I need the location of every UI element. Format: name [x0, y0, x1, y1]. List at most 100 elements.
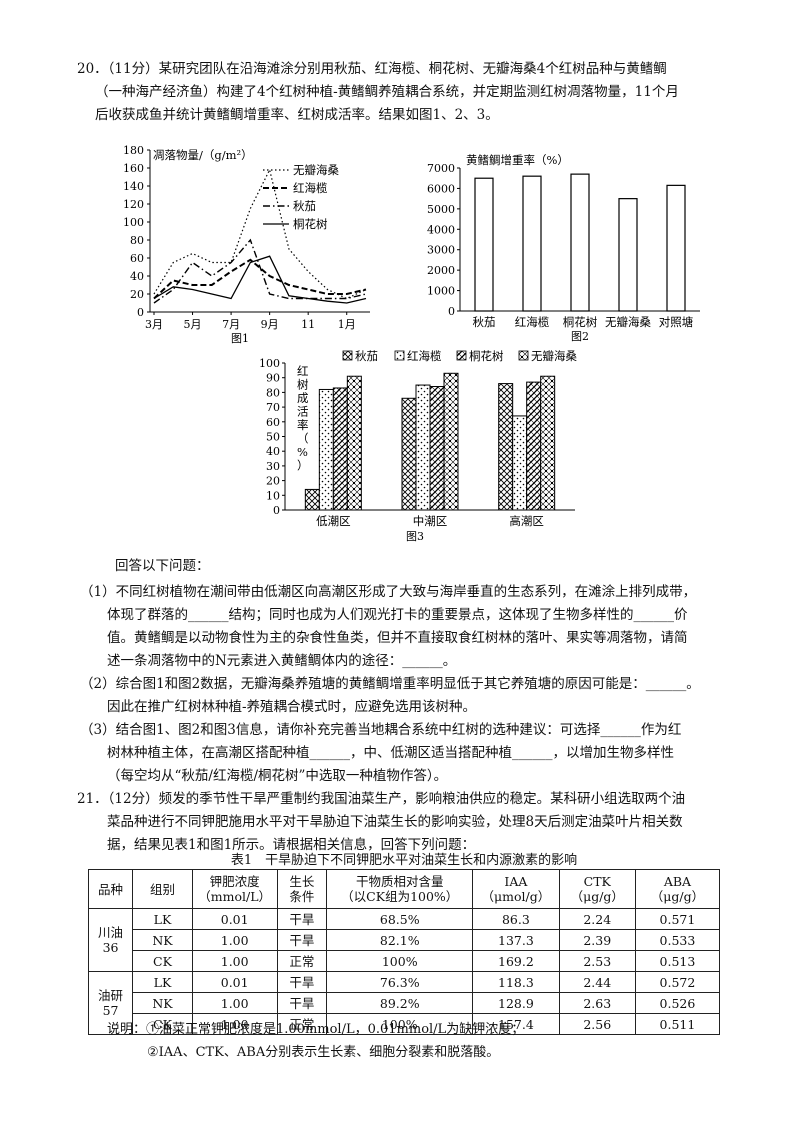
x-tick-label: 无瓣海桑: [605, 315, 651, 329]
figure-1-line-chart: 0 20 40 60 80 100 120 140 160 180 3月 5月 7月 9月 11 1月 凋落物量…: [123, 144, 370, 345]
y-tick-label: 60: [130, 252, 144, 265]
q20-sub-line: （每空均从“秋茄/红海榄/桐花树”中选取一种植物作答）。: [107, 768, 448, 784]
y-tick-label: 3000: [427, 244, 455, 257]
x-tick-label: 11: [301, 318, 315, 331]
legend-label: 秋茄: [293, 199, 316, 213]
bar-1: [304, 488, 320, 511]
table-1: 表1 干旱胁迫下不同钾肥水平对油菜生长和内源激素的影响 品种 组别 钾肥浓度 （mmo…: [87, 853, 721, 1035]
q21-line-3: 据，结果见表1和图1所示。请根据相关信息，回答下列问题：: [107, 837, 476, 853]
table-cell: LK: [132, 908, 193, 930]
y-tick-label: 1000: [427, 285, 455, 298]
bar-1: [498, 383, 514, 511]
x-tick-label: 高潮区: [509, 514, 543, 528]
table-cell: 0.533: [634, 929, 721, 951]
y-tick-label: 40: [266, 445, 280, 458]
bar-1: [401, 397, 417, 511]
y-tick-label: 2000: [427, 264, 455, 277]
table-header-cell: 干物质相对含量 （以CK组为100%）: [326, 869, 474, 909]
q20-line-2: （一种海产经济鱼）构建了4个红树种植-黄鳍鲷养殖耦合系统，并定期监测红树凋落物量…: [95, 84, 679, 100]
figure-caption: 图3: [406, 530, 424, 543]
bar-3: [526, 381, 542, 511]
table-row: CK 1.00 正常 100% 169.2 2.53 0.513: [89, 950, 721, 972]
table-cell: 118.3: [472, 971, 560, 993]
table-cell: 137.3: [472, 929, 560, 951]
table-cell: CK: [132, 1013, 193, 1035]
x-tick-label: 低潮区: [316, 514, 351, 528]
table-cell: 0.01: [191, 971, 278, 993]
table-caption: 表1 干旱胁迫下不同钾肥水平对油菜生长和内源激素的影响: [230, 853, 578, 868]
table-cell: 89.2%: [326, 992, 474, 1014]
x-tick-label: 7月: [222, 318, 240, 331]
legend-label: 无瓣海桑: [293, 163, 339, 177]
legend-swatch: [342, 350, 353, 361]
y-tick-label: 120: [123, 198, 144, 211]
y-tick-label: 50: [266, 431, 280, 444]
y-tick-label: 30: [266, 460, 280, 473]
table-cell: 1.00: [191, 929, 278, 951]
table-note-1: 说明：①油菜正常钾肥浓度是1.00mmol/L，0.01mmol/L为缺钾浓度；: [107, 1022, 525, 1037]
y-axis-label: 凋落物量/（g/m²）: [153, 148, 253, 162]
table-header-cell: 生长 条件: [276, 869, 328, 909]
table-cell: 干旱: [276, 971, 328, 993]
table-cell: 0.571: [634, 908, 721, 930]
table-header-cell: ABA （μg/g）: [634, 869, 721, 909]
y-tick-label: 7000: [427, 162, 455, 175]
legend-swatch: [394, 350, 405, 361]
legend-label: 桐花树: [293, 217, 328, 231]
table-cell: 100%: [326, 950, 474, 972]
x-tick-label: 红海榄: [515, 315, 550, 329]
y-tick-label: 0: [273, 504, 280, 517]
table-cell: 1.00: [191, 950, 278, 972]
q20-sub-line: 体现了群落的______结构；同时也成为人们观光打卡的重要景点，这体现了生物多样…: [107, 607, 688, 623]
q20-sub-line: 述一条凋落物中的N元素进入黄鳍鲷体内的途径：______。: [107, 653, 457, 669]
bar: [570, 173, 590, 312]
table-row: NK 1.00 干旱 82.1% 137.3 2.39 0.533: [89, 929, 721, 951]
legend-label: 红海榄: [407, 349, 442, 363]
series-line-1: [153, 168, 367, 300]
table-cell: 正常: [276, 1013, 328, 1035]
y-tick-label: 0: [448, 305, 455, 318]
y-tick-label: 180: [123, 144, 144, 157]
y-tick-label: 0: [137, 306, 144, 319]
figure-caption: 图2: [571, 330, 589, 343]
bar-2: [318, 388, 334, 511]
table-cell: 干旱: [276, 929, 328, 951]
table-row: CK 1.00 正常 100% 157.4 2.56 0.511: [89, 1013, 721, 1035]
table-cell: NK: [132, 992, 193, 1014]
q20-line-3: 后收获成鱼并统计黄鳍鲷增重率、红树成活率。结果如图1、2、3。: [95, 107, 499, 123]
y-tick-label: 90: [266, 372, 280, 385]
table-cell: 2.53: [558, 950, 636, 972]
table-cell: 正常: [276, 950, 328, 972]
table-cell: 1.00: [191, 1013, 278, 1035]
table-header-cell: 品种: [87, 869, 134, 909]
y-tick-label: 6000: [427, 182, 455, 195]
table-cell: 76.3%: [326, 971, 474, 993]
table-cell: NK: [132, 929, 193, 951]
bar: [522, 175, 542, 312]
legend-label: 无瓣海桑: [531, 349, 577, 363]
y-tick-label: 40: [130, 270, 144, 283]
y-tick-label: 4000: [427, 223, 455, 236]
y-tick-label: 5000: [427, 203, 455, 216]
table-cell: 157.4: [472, 1013, 560, 1035]
y-tick-label: 100: [123, 216, 144, 229]
table-cell: 0.572: [634, 971, 721, 993]
table-header-cell: CTK （μg/g）: [558, 869, 636, 909]
x-tick-label: 桐花树: [563, 315, 598, 329]
y-tick-label: 160: [123, 162, 144, 175]
y-tick-label: 20: [266, 475, 280, 488]
q21-line-1: 21．（12分）频发的季节性干旱严重制约我国油菜生产，影响粮油供应的稳定。某科研…: [77, 791, 686, 807]
legend-label: 桐花树: [469, 349, 504, 363]
table-header-cell: IAA （μmol/g）: [472, 869, 560, 909]
table-cell: 0.526: [634, 992, 721, 1014]
bar: [666, 184, 686, 312]
x-tick-label: 9月: [261, 318, 279, 331]
table-cell: 2.56: [558, 1013, 636, 1035]
series-line-3: [153, 238, 367, 304]
bar: [474, 177, 494, 312]
table-cell: 68.5%: [326, 908, 474, 930]
legend-swatch: [518, 350, 529, 361]
table-cell: 2.24: [558, 908, 636, 930]
variety-cell: 川油 36: [87, 908, 134, 972]
